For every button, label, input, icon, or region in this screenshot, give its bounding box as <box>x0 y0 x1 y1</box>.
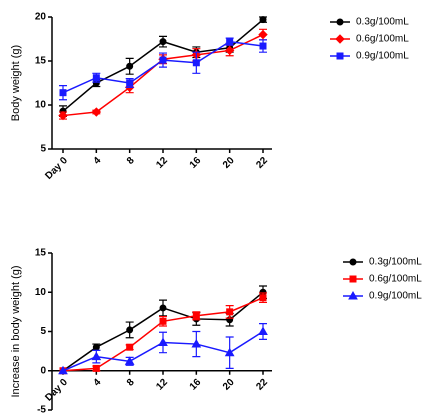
legend-label: 0.6g/100mL <box>369 274 422 285</box>
legend-label: 0.9g/100mL <box>369 291 422 302</box>
marker <box>159 38 167 46</box>
marker <box>336 52 344 60</box>
legend-label: 0.9g/100mL <box>356 51 409 62</box>
x-tick-label: 8 <box>125 377 137 389</box>
marker <box>92 343 100 351</box>
marker <box>259 16 267 24</box>
marker <box>58 365 68 375</box>
marker <box>191 339 202 348</box>
marker <box>349 275 357 283</box>
x-tick-label: 22 <box>254 155 270 171</box>
legend-label: 0.6g/100mL <box>356 34 409 45</box>
marker <box>335 34 345 44</box>
marker <box>226 38 234 46</box>
marker <box>159 304 167 312</box>
marker <box>259 294 267 302</box>
marker <box>336 18 344 26</box>
x-tick-label: 12 <box>154 377 170 393</box>
marker <box>58 110 68 121</box>
y-tick-label: 5 <box>40 326 46 337</box>
marker <box>126 343 134 351</box>
marker <box>192 59 200 67</box>
marker <box>349 258 357 266</box>
y-tick-label: -5 <box>37 405 46 416</box>
x-tick-label: 12 <box>154 155 170 171</box>
x-tick-label: 4 <box>92 155 104 167</box>
marker <box>226 308 234 316</box>
x-tick-label: 20 <box>221 377 237 393</box>
marker <box>91 351 102 361</box>
y-axis-title: Increase in body weight (g) <box>10 265 22 397</box>
marker <box>192 312 200 320</box>
marker <box>159 317 167 325</box>
x-tick-label: Day 0 <box>43 377 70 404</box>
marker <box>258 29 268 40</box>
marker <box>126 79 134 87</box>
x-tick-label: 4 <box>92 377 104 389</box>
marker <box>224 45 235 56</box>
marker <box>259 42 267 50</box>
y-axis-title: Body weight (g) <box>10 45 22 121</box>
y-tick-label: 15 <box>35 56 47 67</box>
y-tick-label: 10 <box>35 287 47 298</box>
y-tick-label: 10 <box>35 100 47 111</box>
x-tick-label: 16 <box>188 155 204 171</box>
x-tick-label: Day 0 <box>43 155 70 182</box>
legend-label: 0.3g/100mL <box>369 257 422 268</box>
marker <box>126 62 134 70</box>
marker <box>224 347 235 357</box>
marker <box>124 356 135 365</box>
marker <box>92 364 100 372</box>
marker <box>158 337 168 346</box>
y-tick-label: 0 <box>40 365 46 376</box>
marker <box>159 56 167 64</box>
x-tick-label: 20 <box>221 155 237 171</box>
y-tick-label: 20 <box>35 12 47 23</box>
marker <box>348 290 358 300</box>
legend-label: 0.3g/100mL <box>356 17 409 28</box>
x-tick-label: 22 <box>254 377 270 393</box>
y-tick-label: 15 <box>35 248 47 259</box>
marker <box>91 107 102 117</box>
x-tick-label: 16 <box>188 377 204 393</box>
y-tick-label: 5 <box>40 144 46 155</box>
marker <box>59 89 67 97</box>
x-tick-label: 8 <box>125 155 137 167</box>
marker <box>126 326 134 334</box>
marker <box>92 74 100 82</box>
marker <box>258 326 268 335</box>
